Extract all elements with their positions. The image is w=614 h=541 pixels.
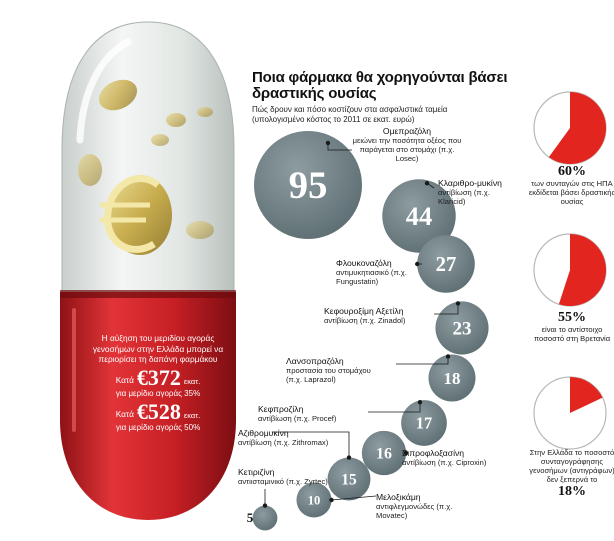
- pie-caption: Στην Ελλάδα το ποσοστό συνταγογράφησης γ…: [527, 448, 614, 499]
- leader-line: [327, 143, 352, 151]
- leader-dot: [424, 181, 430, 186]
- savings-row-50: Κατά €528 εκατ.: [88, 398, 228, 424]
- drug-description: αντίβίωση (π.χ. Procef): [258, 414, 337, 423]
- bubble-3: [417, 235, 475, 293]
- savings-prefix: Κατά: [115, 375, 134, 385]
- leader-dot: [415, 261, 420, 267]
- drug-name: Κετιριζίνη: [238, 467, 275, 477]
- pie-slice: [558, 234, 606, 306]
- bubble-1: [254, 131, 362, 239]
- leader-dot: [403, 450, 409, 456]
- bubble-value: 17: [416, 414, 432, 433]
- drug-description: προστασία του στομάχου (π.χ. Laprazol): [286, 366, 371, 384]
- drug-name: Φλουκοναζόλη: [336, 258, 392, 268]
- leader-line: [368, 402, 421, 413]
- bubble-value: 10: [308, 493, 321, 507]
- drug-label: Αζιθρομυκίνη αντίβίωση (π.χ. Zithromax): [238, 428, 334, 447]
- drug-label: Κλαριθρο-μυκίνη αντίβίωση (π.χ. Klaricid): [438, 178, 510, 206]
- drug-description: αντιφλεγμονώδες (π.χ. Movatec): [376, 502, 453, 520]
- leader-dot: [262, 503, 268, 508]
- euro-coins-icon: [78, 79, 214, 255]
- pie-percentage: 55%: [558, 310, 586, 325]
- drug-name: Κλαριθρο-μυκίνη: [438, 178, 502, 188]
- savings-prefix: Κατά: [115, 409, 134, 419]
- savings-share: για μερίδιο αγοράς 50%: [115, 422, 201, 432]
- pie-slice: [570, 377, 603, 413]
- pie-caption: 60% των συνταγών στις ΗΠΑ εκδίδεται βάσει…: [527, 164, 614, 206]
- leader-line: [272, 431, 350, 458]
- drug-description: μειώνει την ποσότητα οξέος που παράγεται…: [352, 136, 462, 163]
- bubble-value: 5: [247, 510, 254, 525]
- bubble-9: [296, 482, 332, 518]
- bubble-value: 23: [452, 319, 471, 340]
- leader-dot: [445, 354, 451, 359]
- bubble-7: [361, 430, 407, 476]
- drug-name: Λανσοπραζόλη: [286, 356, 344, 366]
- pie-caption-text: των συνταγών στις ΗΠΑ εκδίδεται βάσει δρ…: [528, 179, 614, 206]
- drug-name: Ομεπραζόλη: [382, 126, 432, 136]
- drug-label: Μελοξικάμη αντιφλεγμονώδες (π.χ. Movatec): [376, 492, 472, 520]
- leader-dot: [346, 455, 352, 460]
- savings-unit: εκατ.: [183, 376, 201, 386]
- drug-description: αντίβίωση (π.χ. Klaricid): [438, 188, 490, 206]
- pie-caption-text: Στην Ελλάδα το ποσοστό συνταγογράφησης γ…: [529, 448, 614, 484]
- chart-subtitle: Πώς δρουν και πόσο κοστίζουν στα ασφαλισ…: [252, 105, 448, 124]
- drug-name: Μελοξικάμη: [376, 492, 421, 502]
- drug-label: Κεφπροζίλη αντίβίωση (π.χ. Procef): [258, 404, 354, 423]
- leader-dot: [417, 399, 423, 405]
- savings-amount: €528: [136, 398, 181, 424]
- drug-description: αντιμυκητιασικό (π.χ. Fungustatin): [336, 268, 407, 286]
- bubble-5: [428, 354, 476, 402]
- savings-share: για μερίδιο αγοράς 35%: [115, 388, 201, 398]
- drug-description: αντίβίωση (π.χ. Zinadol): [324, 316, 406, 325]
- pie-slice: [548, 92, 606, 164]
- bubble-10: [252, 505, 278, 531]
- drug-name: Κεφουροξίμη Αξετίλη: [324, 306, 404, 316]
- headline: Ποια φάρμακα θα χορηγούνται βάσει δραστι…: [252, 70, 552, 125]
- leader-line: [331, 495, 377, 501]
- bubble-4: [435, 301, 489, 355]
- bubble-value: 16: [376, 445, 392, 462]
- pie-percentage: 60%: [558, 164, 586, 179]
- pie-percentage: 18%: [558, 484, 586, 499]
- bubble-8: [327, 457, 371, 501]
- drug-label: Φλουκοναζόλη αντιμυκητιασικό (π.χ. Fungus…: [336, 258, 432, 286]
- bubble-value: 18: [444, 369, 461, 388]
- drug-name: Αζιθρομυκίνη: [238, 428, 289, 438]
- chart-title: Ποια φάρμακα θα χορηγούνται βάσει δραστι…: [252, 69, 508, 102]
- pie-caption: 55% είναι το αντίστοιχο ποσοστό στη Βρετα…: [527, 310, 614, 343]
- drug-label: Κεφουροξίμη Αξετίλη αντίβίωση (π.χ. Zinad…: [324, 306, 420, 325]
- capsule-intro: Η αύξηση του μεριδίου αγοράς γενοσήμων σ…: [92, 333, 224, 364]
- drug-name: Κεφπροζίλη: [258, 404, 304, 414]
- drug-name: Σιπροφλοξασίνη: [402, 448, 465, 458]
- drug-description: αντίβίωση (π.χ. Zithromax): [238, 438, 329, 447]
- bubble-value: 27: [436, 254, 457, 276]
- drug-label: Σιπροφλοξασίνη αντίβίωση (π.χ. Ciproxin): [402, 448, 498, 467]
- drug-description: αντιισταμινικό (π.χ. Zyrtec): [238, 477, 328, 486]
- leader-dot: [325, 140, 331, 146]
- bubble-value: 44: [406, 201, 432, 231]
- bubble-2: [382, 179, 456, 253]
- bubble-value: 95: [289, 164, 328, 207]
- capsule-illustration: [60, 21, 236, 520]
- leader-line: [396, 356, 449, 365]
- leader-dot: [455, 301, 461, 306]
- savings-row-35: Κατά €372 εκατ.: [88, 364, 228, 390]
- drug-label: Κετιριζίνη αντιισταμινικό (π.χ. Zyrtec): [238, 467, 334, 486]
- savings-unit: εκατ.: [183, 410, 201, 420]
- drug-description: αντίβίωση (π.χ. Ciproxin): [402, 458, 487, 467]
- drug-label: Ομεπραζόλη μειώνει την ποσότητα οξέος που…: [352, 126, 462, 163]
- leader-dot: [329, 497, 334, 503]
- leader-line: [434, 303, 459, 315]
- drug-label: Λανσοπραζόλη προστασία του στομάχου (π.χ.…: [286, 356, 382, 384]
- pie-caption-text: είναι το αντίστοιχο ποσοστό στη Βρετανία: [533, 325, 611, 343]
- bubble-6: [401, 400, 447, 446]
- bubble-value: 15: [341, 471, 357, 488]
- savings-amount: €372: [136, 364, 181, 390]
- capsule-text: Η αύξηση του μεριδίου αγοράς γενοσήμων σ…: [88, 333, 228, 433]
